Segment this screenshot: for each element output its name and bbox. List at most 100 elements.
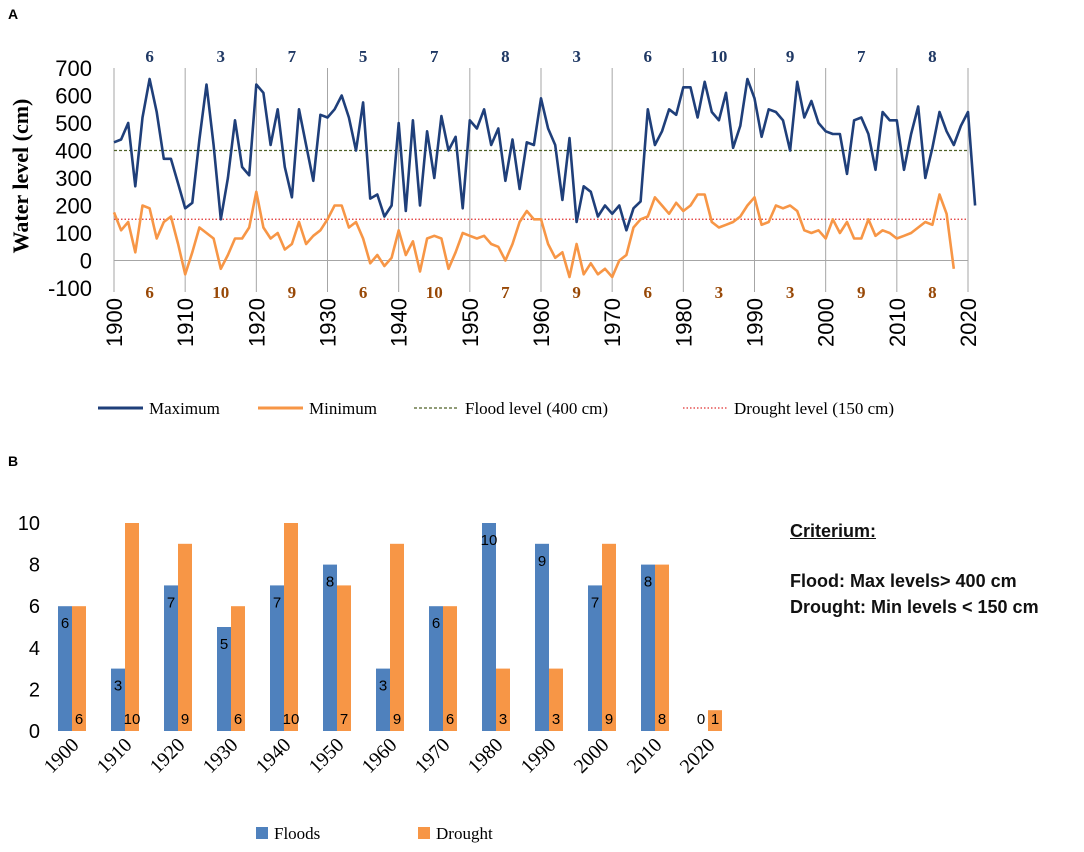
criterium-box: Criterium: Flood: Max levels> 400 cm Dro… — [790, 518, 1039, 620]
minimum-series-line — [112, 190, 956, 279]
drought-bar-label: 9 — [181, 711, 189, 728]
series-lines — [112, 77, 977, 279]
drought-bar — [602, 543, 616, 731]
decade-counts: 6 3 7 5 7 8 3 6 10 9 7 8 6 10 9 6 10 7 9 6 3 3 9 8 — [145, 47, 936, 302]
x-tick-label: 1960 — [529, 298, 554, 347]
bar-x-tick-label: 1950 — [305, 734, 349, 778]
drought-bar-label: 7 — [340, 711, 348, 728]
floods-bar — [217, 627, 231, 731]
x-tick-label: 2000 — [814, 298, 839, 347]
legend-drought-bar-label: Drought — [436, 824, 493, 843]
legend-drought-label: Drought level (150 cm) — [734, 399, 894, 418]
floods-bar — [111, 668, 125, 731]
drought-bar-label: 9 — [605, 711, 613, 728]
decade-flood-count: 7 — [430, 47, 439, 66]
panel-a-label: A — [8, 6, 18, 22]
floods-bar — [641, 564, 655, 731]
bar-x-tick-label: 1930 — [199, 734, 243, 778]
y-tick-label: -100 — [48, 276, 92, 301]
decade-flood-count: 10 — [710, 47, 727, 66]
decade-drought-count: 8 — [928, 283, 937, 302]
bar-x-tick-label: 1960 — [358, 734, 402, 778]
y-tick-label: 500 — [55, 111, 92, 136]
drought-bar-label: 10 — [283, 711, 300, 728]
x-tick-label: 1980 — [671, 298, 696, 347]
drought-bar — [125, 523, 139, 731]
x-tick-label: 1970 — [600, 298, 625, 347]
bar-y-tick-label: 8 — [29, 555, 40, 577]
legend-a: Maximum Minimum Flood level (400 cm) Dro… — [98, 399, 894, 418]
legend-drought-swatch — [418, 827, 430, 839]
floods-bar — [482, 523, 496, 731]
x-tick-label: 2010 — [885, 298, 910, 347]
decade-drought-count: 9 — [288, 283, 297, 302]
bar-x-tick-label: 2020 — [676, 734, 720, 778]
floods-bar — [270, 585, 284, 731]
legend-maximum-label: Maximum — [149, 399, 220, 418]
floods-bar-label: 7 — [591, 594, 599, 611]
y-tick-label: 600 — [55, 84, 92, 109]
floods-bar-label: 3 — [114, 678, 122, 695]
floods-bar — [588, 585, 602, 731]
bar-y-tick-label: 0 — [29, 721, 40, 743]
criterium-title: Criterium: — [790, 521, 877, 541]
drought-bar-label: 8 — [658, 711, 666, 728]
floods-bar-label: 0 — [697, 711, 705, 728]
legend-minimum-label: Minimum — [309, 399, 377, 418]
floods-bar — [376, 668, 390, 731]
drought-bar-label: 6 — [75, 711, 83, 728]
criterium-flood: Flood: Max levels> 400 cm — [790, 571, 1017, 591]
x-tick-label: 1910 — [173, 298, 198, 347]
bar-x-axis-ticks: 1900 1910 1920 1930 1940 1950 1960 1970 1980 1990… — [40, 734, 720, 778]
x-tick-label: 2020 — [956, 298, 981, 347]
decade-gridlines — [113, 68, 969, 292]
drought-bar — [655, 564, 669, 731]
panel-b-label: B — [8, 453, 18, 469]
drought-bar-label: 6 — [446, 711, 454, 728]
floods-bar — [164, 585, 178, 731]
bar-x-tick-label: 1990 — [517, 734, 561, 778]
floods-bar-label: 9 — [538, 553, 546, 570]
floods-bar — [429, 606, 443, 731]
bar-y-tick-label: 4 — [29, 638, 40, 660]
decade-drought-count: 6 — [145, 283, 154, 302]
bar-y-tick-label: 2 — [29, 679, 40, 701]
bar-x-tick-label: 1910 — [93, 734, 137, 778]
decade-drought-count: 3 — [786, 283, 795, 302]
y-tick-label: 300 — [55, 166, 92, 191]
decade-drought-count: 3 — [715, 283, 724, 302]
drought-bar — [72, 606, 86, 731]
drought-bar — [337, 585, 351, 731]
drought-bar — [443, 606, 457, 731]
legend-flood-label: Flood level (400 cm) — [465, 399, 608, 418]
bar-y-tick-label: 6 — [29, 596, 40, 618]
bar-x-tick-label: 1940 — [252, 734, 296, 778]
drought-bar — [284, 523, 298, 731]
bar-x-tick-label: 1900 — [40, 734, 84, 778]
bar-x-tick-label: 1980 — [464, 734, 508, 778]
floods-bar-label: 5 — [220, 636, 228, 653]
drought-bar-label: 1 — [711, 711, 719, 728]
floods-bar — [58, 606, 72, 731]
maximum-series-line — [113, 77, 977, 232]
decade-drought-count: 6 — [359, 283, 368, 302]
decade-flood-count: 8 — [928, 47, 937, 66]
decade-flood-count: 7 — [288, 47, 297, 66]
y-tick-label: 200 — [55, 194, 92, 219]
drought-bar — [496, 668, 510, 731]
floods-bar-label: 8 — [644, 574, 652, 591]
decade-drought-count: 7 — [501, 283, 510, 302]
legend-floods-swatch — [256, 827, 268, 839]
decade-drought-count: 9 — [572, 283, 581, 302]
drought-bar-label: 3 — [499, 711, 507, 728]
floods-bar-label: 6 — [61, 615, 69, 632]
decade-flood-count: 5 — [359, 47, 368, 66]
decade-flood-count: 7 — [857, 47, 866, 66]
criterium-drought: Drought: Min levels < 150 cm — [790, 597, 1039, 617]
drought-bar-label: 6 — [234, 711, 242, 728]
drought-bar — [231, 606, 245, 731]
x-tick-label: 1920 — [244, 298, 269, 347]
